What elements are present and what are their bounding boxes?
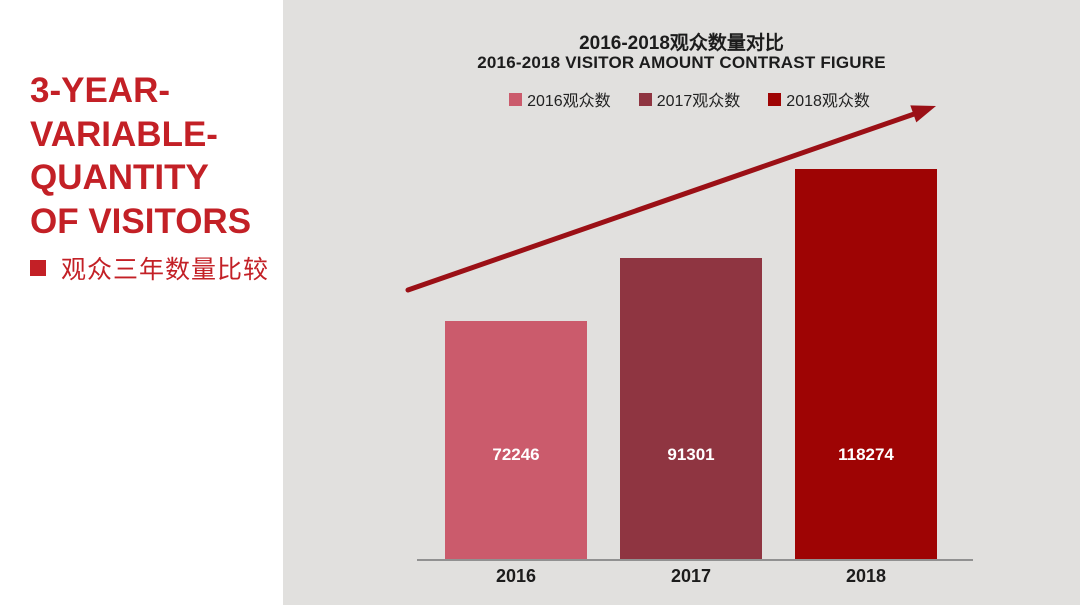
chart-panel: 2016-2018观众数量对比 2016-2018 VISITOR AMOUNT… [283, 0, 1080, 605]
x-axis-line [417, 559, 973, 561]
legend-label: 2017观众数 [656, 93, 741, 110]
x-axis-label-2016: 2016 [495, 566, 537, 586]
legend-item-2018: 2018观众数 [768, 87, 870, 111]
page-title: 3-YEAR- VARIABLE- QUANTITY OF VISITORS [30, 71, 252, 241]
chart-legend: 2016观众数 2017观众数 2018观众数 [283, 87, 1080, 111]
chart-title-zh: 2016-2018观众数量对比 [579, 33, 784, 54]
bar-2018: 118274 [795, 169, 937, 560]
x-axis-label-2018: 2018 [845, 566, 887, 586]
x-axis-label-2017: 2017 [670, 566, 712, 586]
left-panel: 3-YEAR- VARIABLE- QUANTITY OF VISITORS 观… [0, 0, 283, 605]
bar-value-label: 72246 [492, 445, 540, 464]
subtitle-row: 观众三年数量比较 [30, 250, 269, 286]
legend-label: 2016观众数 [527, 93, 611, 110]
bar-value-label: 118274 [838, 445, 894, 464]
bar-2017: 91301 [620, 258, 762, 560]
red-square-bullet-icon [30, 260, 46, 276]
legend-swatch-icon [638, 92, 652, 106]
legend-item-2017: 2017观众数 [638, 87, 741, 111]
chart-title-en: 2016-2018 VISITOR AMOUNT CONTRAST FIGURE [477, 53, 886, 72]
bar-2016: 72246 [445, 321, 587, 560]
legend-label: 2018观众数 [786, 93, 870, 110]
bar-value-label: 91301 [667, 445, 715, 464]
legend-swatch-icon [768, 92, 782, 106]
page-subtitle: 观众三年数量比较 [61, 257, 270, 284]
legend-item-2016: 2016观众数 [509, 87, 611, 111]
legend-swatch-icon [509, 92, 523, 106]
